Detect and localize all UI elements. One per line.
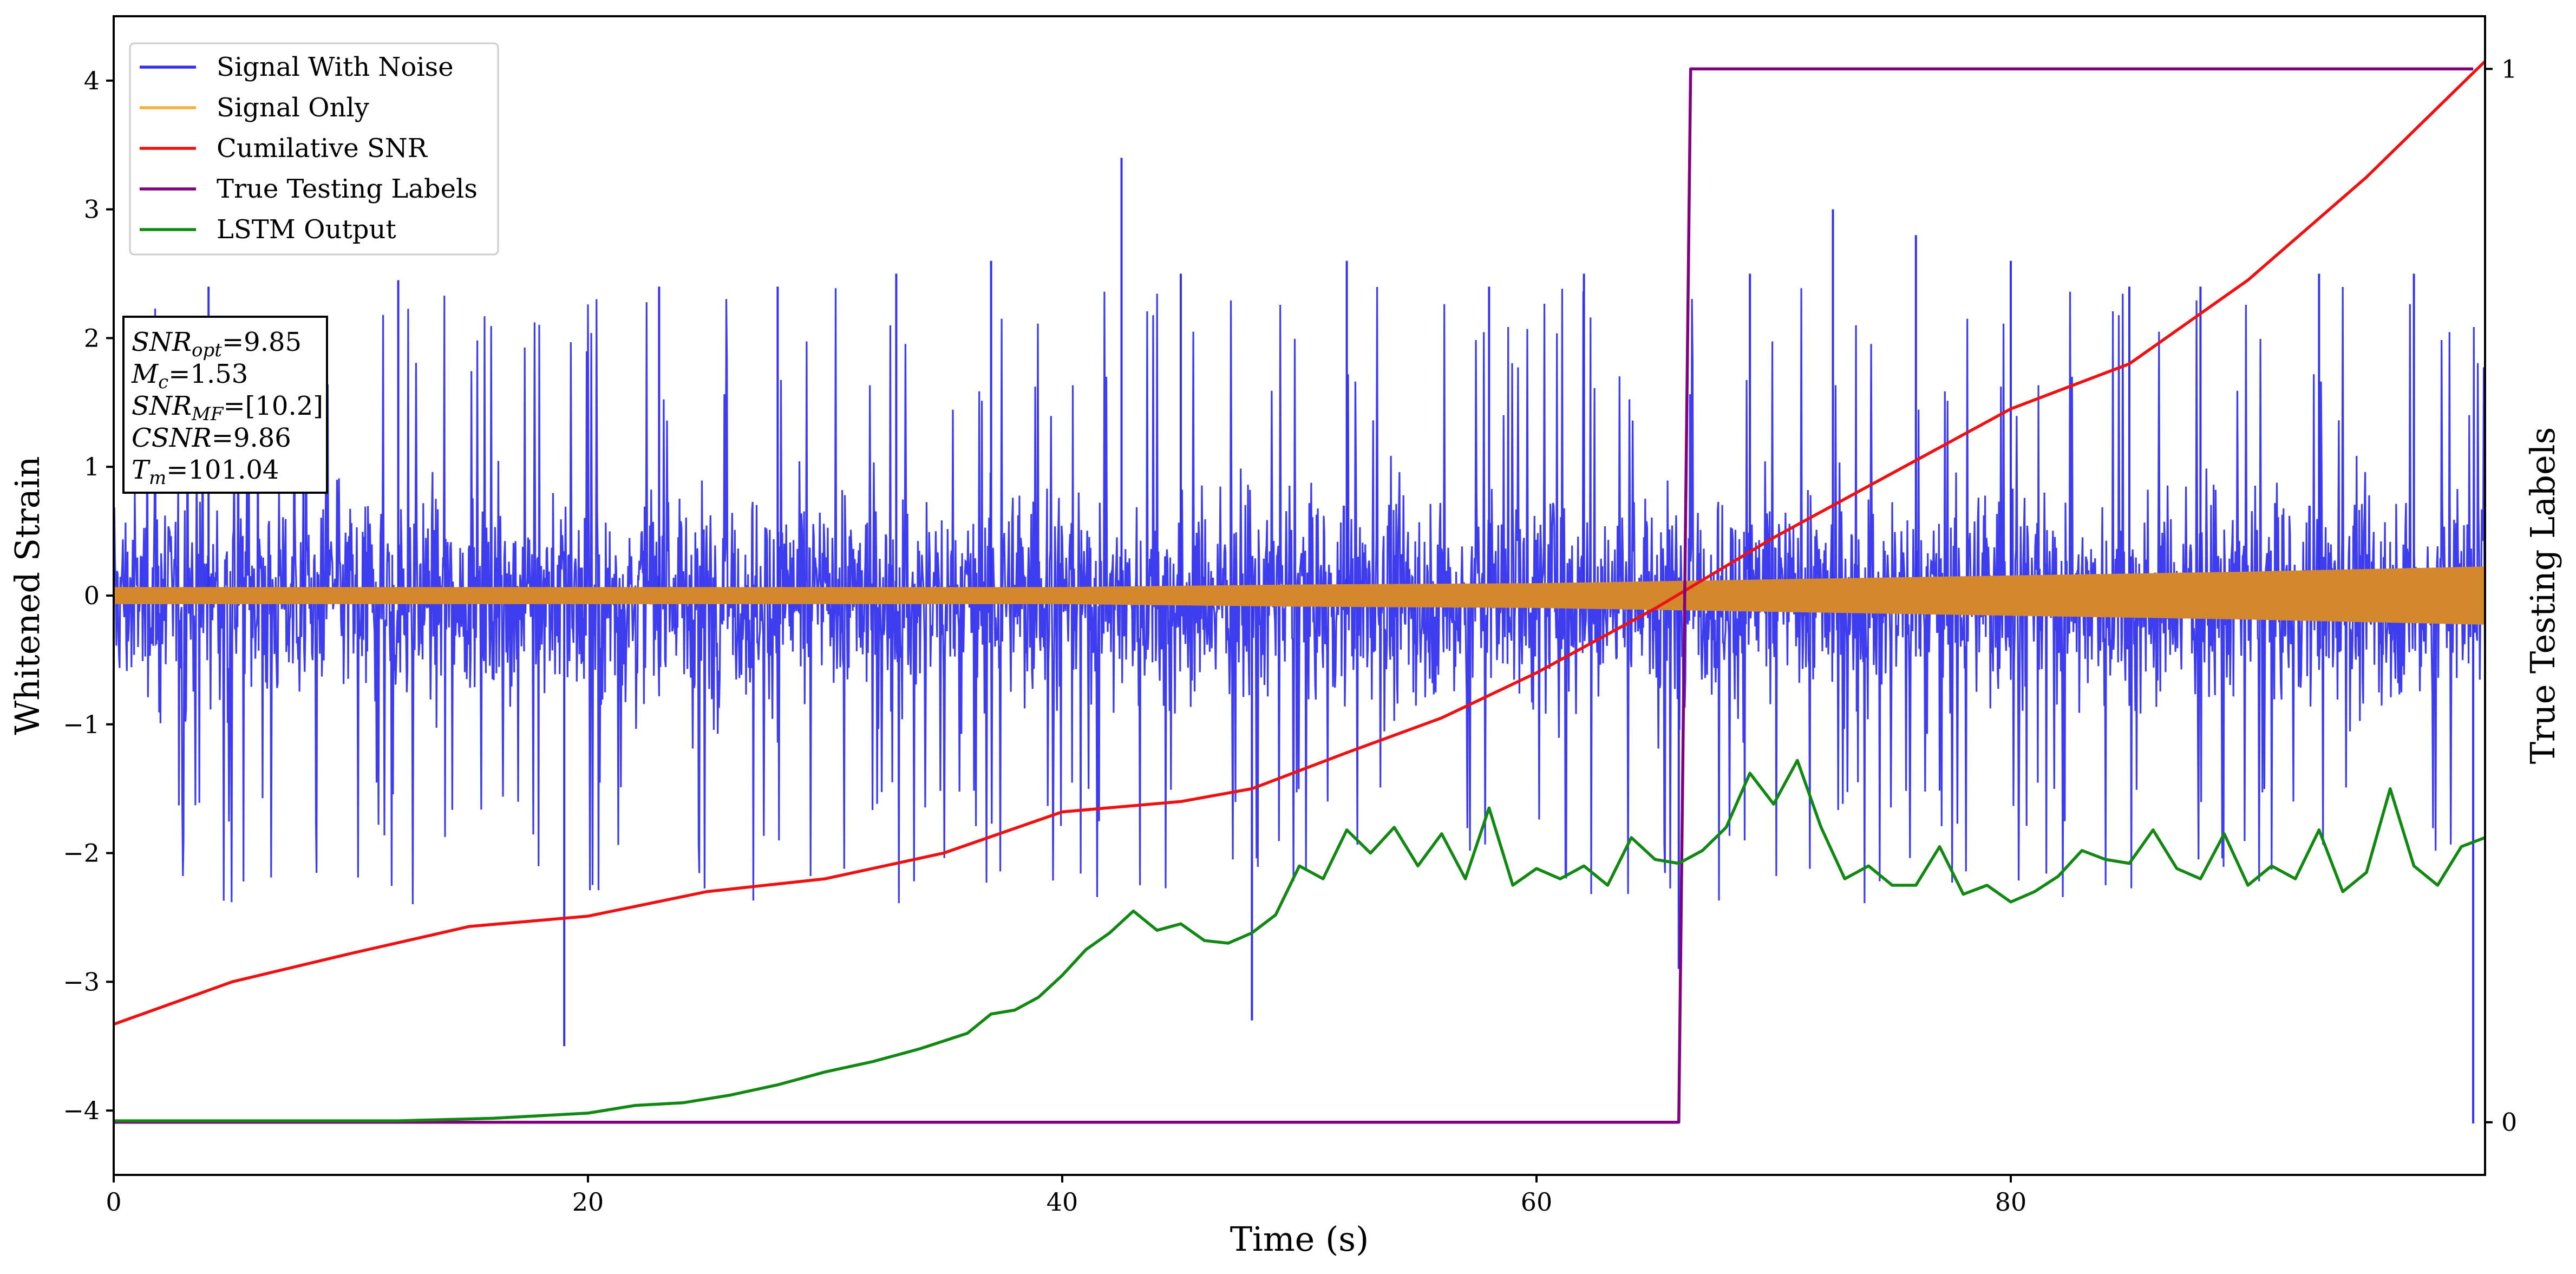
series-signal-only — [114, 566, 2485, 625]
y-tick-label: −3 — [63, 967, 100, 996]
series-cumilative-snr — [114, 60, 2485, 1026]
legend-label: Cumilative SNR — [217, 133, 428, 164]
y-tick-label: −4 — [63, 1096, 100, 1125]
y2-tick-label: 1 — [2501, 54, 2517, 83]
annotation-line: SNRopt=9.85 — [132, 327, 302, 361]
series-lstm-output — [114, 759, 2485, 1122]
y-tick-label: 0 — [84, 581, 100, 610]
y-tick-label: −2 — [63, 839, 100, 868]
x-axis-title: Time (s) — [1230, 1219, 1369, 1259]
annotation-line: Tm=101.04 — [132, 455, 279, 489]
y-tick-label: 1 — [84, 452, 100, 481]
legend: Signal With Noise Signal Only Cumilative S… — [129, 42, 499, 256]
y2-tick-label: 0 — [2501, 1108, 2517, 1137]
noise-trace — [114, 286, 2485, 905]
legend-label: LSTM Output — [217, 214, 396, 245]
x-tick-label: 0 — [106, 1187, 121, 1217]
y-tick-label: 2 — [84, 323, 100, 352]
annotation-line: SNRMF=[10.2] — [132, 391, 323, 425]
x-tick-label: 20 — [572, 1187, 604, 1217]
legend-label: Signal With Noise — [217, 52, 454, 82]
legend-box — [129, 42, 499, 256]
signal-only-band — [114, 566, 2485, 625]
y-tick-label: 4 — [84, 66, 100, 95]
legend-label: True Testing Labels — [217, 174, 478, 204]
annotation-frame — [122, 316, 328, 494]
annotation-line: Mc=1.53 — [131, 359, 248, 393]
annotation-line: CSNR=9.86 — [132, 423, 291, 453]
annotation-box: SNRopt=9.85Mc=1.53SNRMF=[10.2]CSNR=9.86T… — [122, 316, 328, 494]
y-tick-label: 3 — [84, 195, 100, 224]
legend-label: Signal Only — [217, 93, 369, 123]
series-signal-with-noise — [114, 158, 2485, 1123]
series-true-testing-labels — [114, 67, 2474, 1124]
y2-axis-title: True Testing Labels — [2523, 427, 2562, 765]
y-axis-title: Whitened Strain — [8, 456, 47, 735]
y-tick-label: −1 — [63, 710, 100, 739]
x-tick-label: 40 — [1047, 1187, 1078, 1217]
x-tick-label: 80 — [1995, 1187, 2027, 1217]
x-tick-label: 60 — [1521, 1187, 1553, 1217]
plot-area — [114, 60, 2485, 1124]
